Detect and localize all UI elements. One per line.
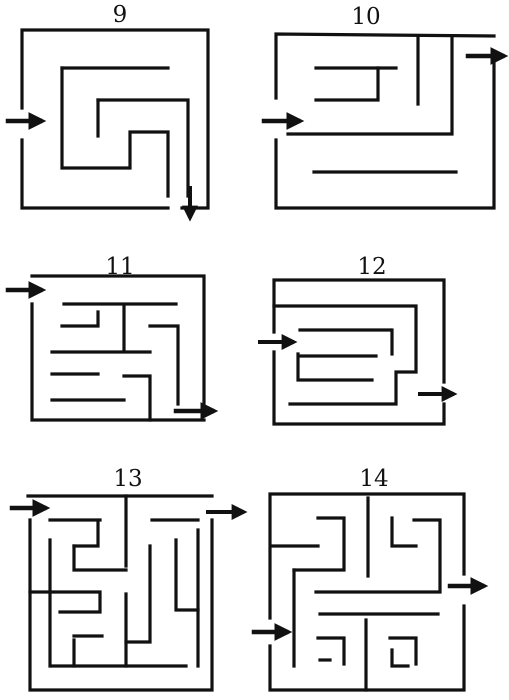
maze-9-title: 9 [112, 2, 128, 28]
maze-14-title: 14 [359, 466, 389, 492]
maze-13 [9, 494, 248, 692]
maze-11 [5, 274, 219, 422]
maze-10 [261, 32, 509, 210]
maze-10-title: 10 [351, 4, 381, 30]
maze-9 [5, 28, 210, 222]
maze-12-title: 12 [357, 254, 387, 280]
maze-13-title: 13 [113, 466, 143, 492]
maze-12 [258, 278, 458, 426]
maze-14 [251, 492, 489, 692]
maze-11-title: 11 [105, 254, 135, 280]
